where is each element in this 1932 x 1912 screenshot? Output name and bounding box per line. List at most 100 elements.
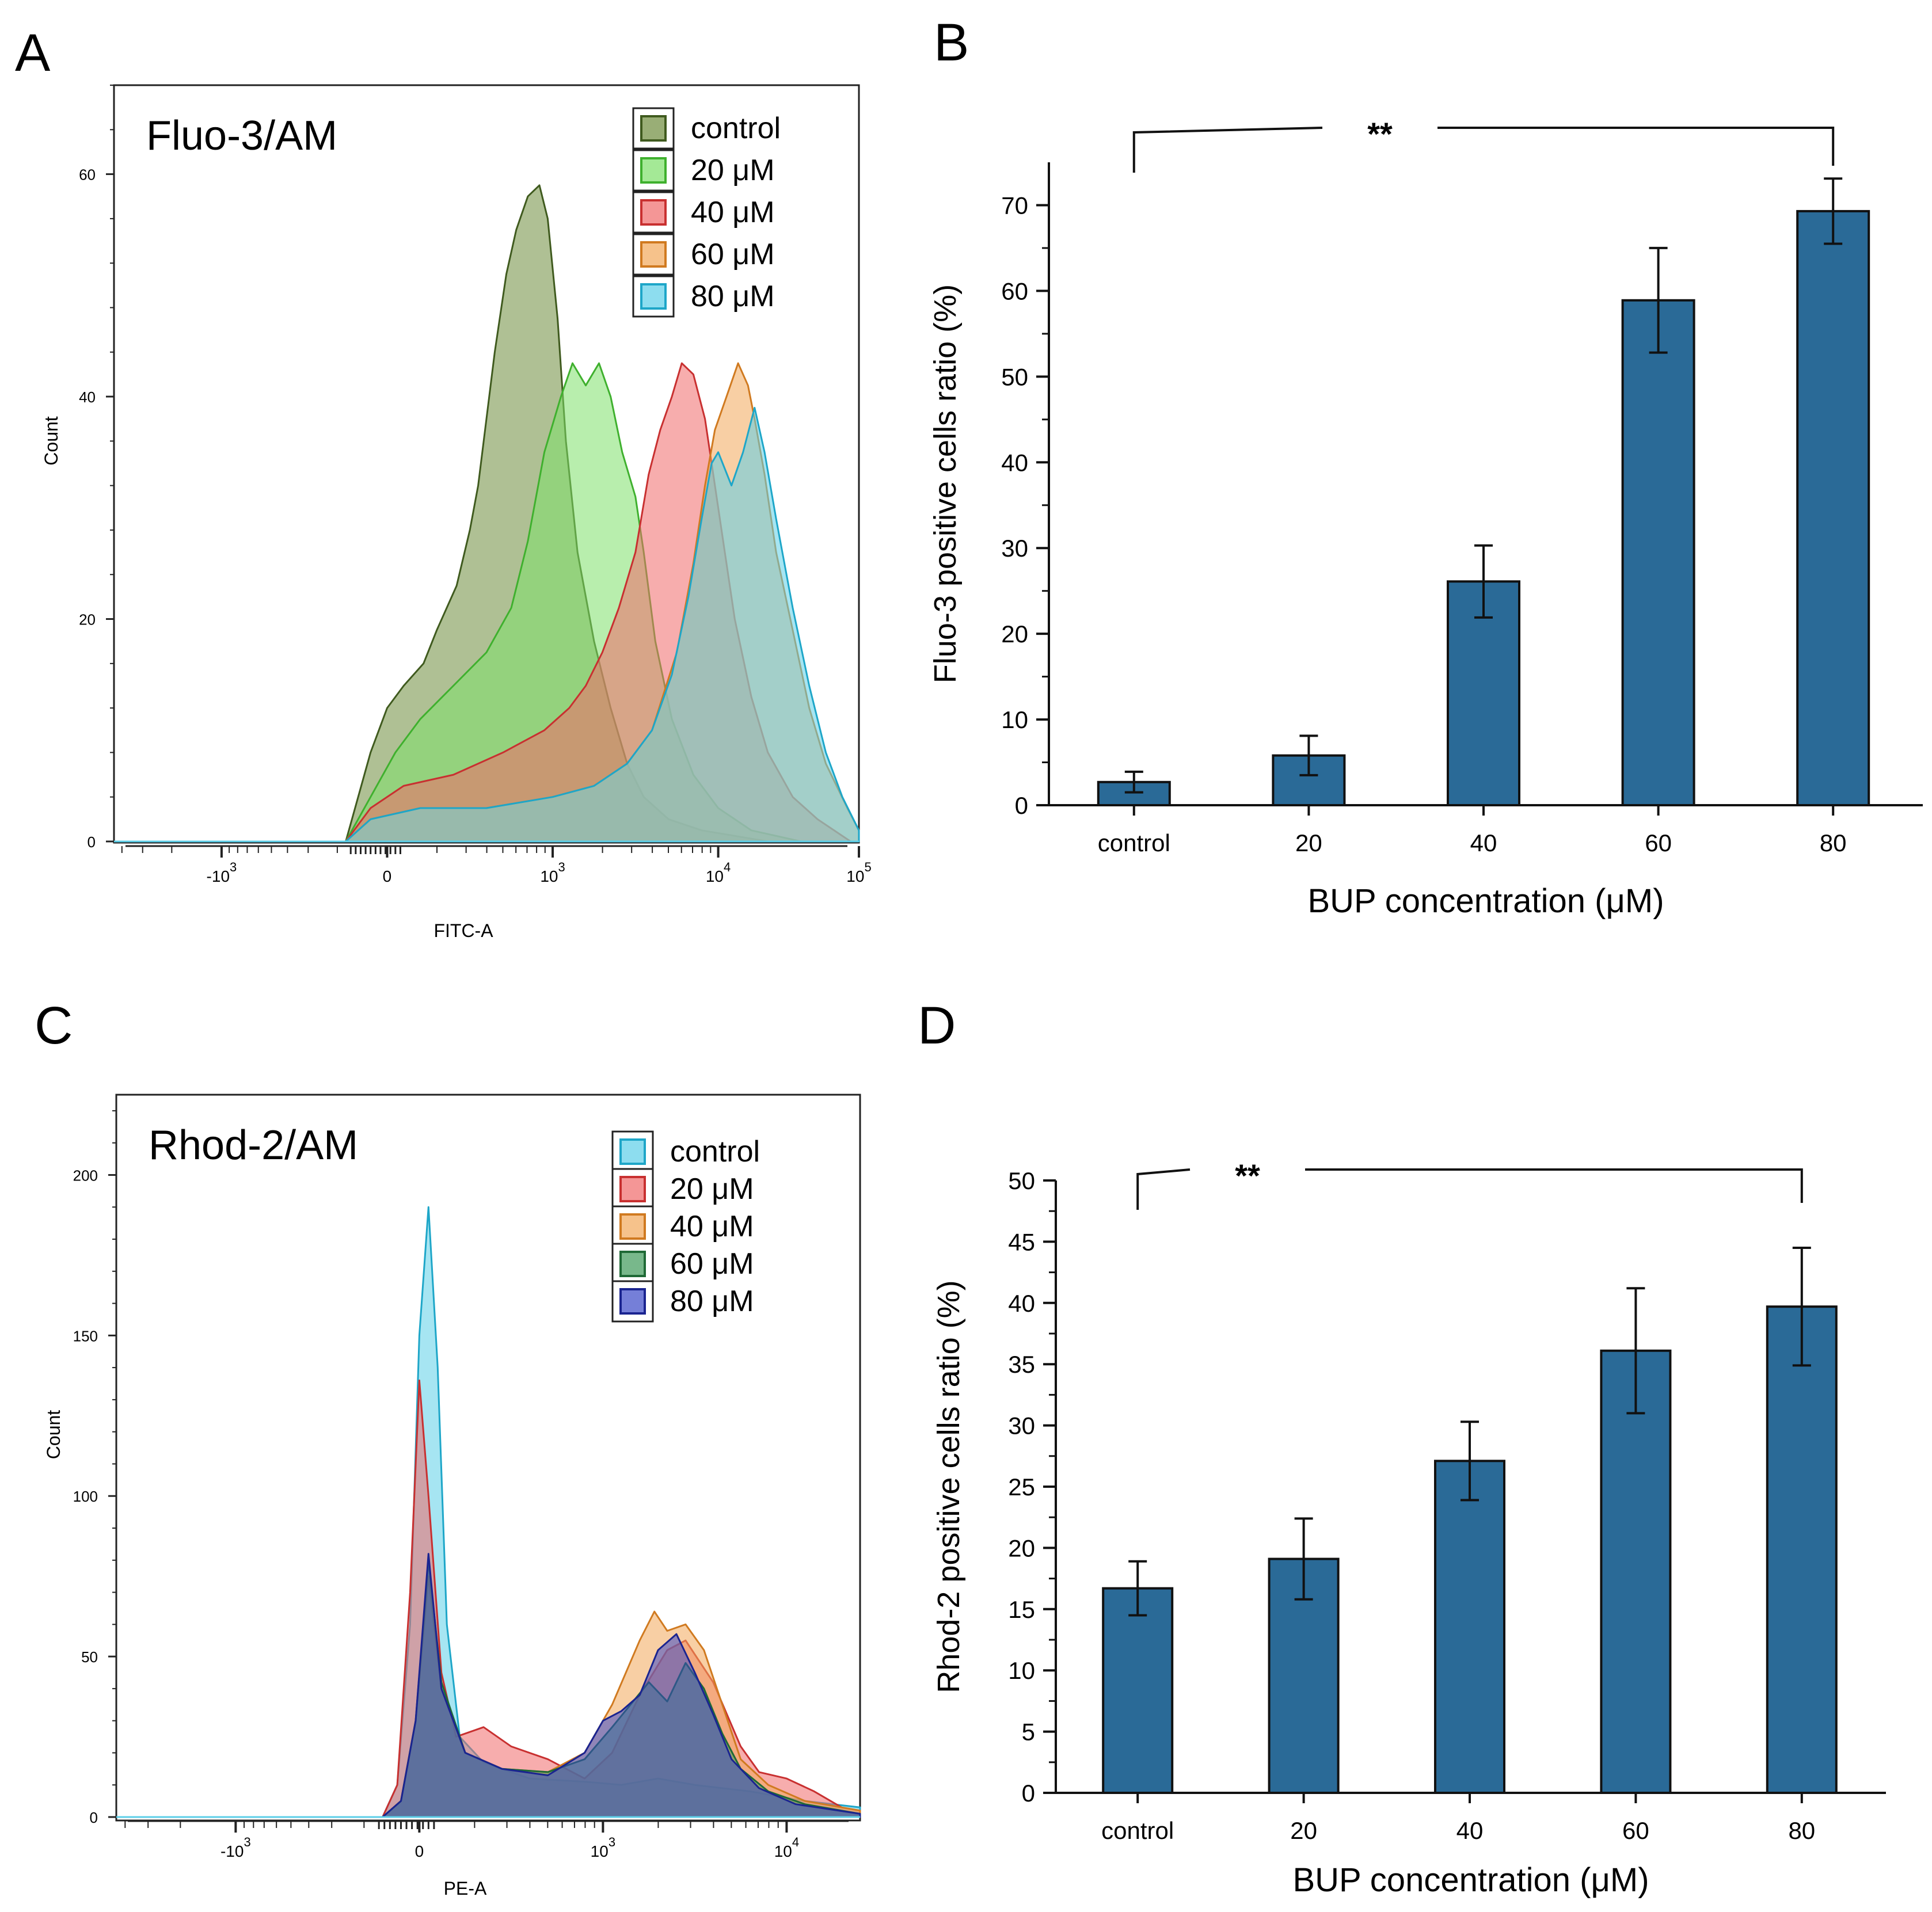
x-tick-exponent: 5 [864,860,871,874]
legend-label-3: 60 μM [691,238,775,271]
x-tick-label-3: 60 [1645,829,1672,856]
legend-swatch-4 [640,283,667,310]
series-area-4 [345,406,860,843]
legend-swatch-4 [619,1288,646,1315]
legend-label-0: control [670,1135,760,1168]
y-tick-label: 40 [1008,1290,1035,1317]
y-tick-label: 100 [73,1488,98,1505]
bar-4 [1766,1305,1838,1795]
bar-2 [1434,1460,1505,1794]
y-axis-label: Count [43,1410,64,1460]
y-tick-label: 150 [73,1327,98,1345]
x-tick-label: 0 [415,1842,424,1860]
legend-swatch-0 [640,115,667,142]
y-tick-label: 70 [1001,192,1028,219]
x-tick-label-4: 80 [1820,829,1847,856]
x-tick-base: 10 [846,867,864,885]
x-tick-label-2: 40 [1470,829,1497,856]
bar-0 [1102,1587,1174,1795]
legend-label-2: 40 μM [691,196,775,229]
y-tick-label: 60 [1001,277,1028,304]
bar-4 [1796,210,1870,807]
x-tick-exponent: 3 [558,860,565,874]
y-tick-label: 200 [73,1167,98,1184]
x-tick-label: 104 [706,860,731,885]
y-tick-label: 30 [1008,1412,1035,1439]
x-axis-label: PE-A [444,1878,487,1899]
x-tick-label: -103 [207,860,237,885]
legend-swatch-3 [619,1251,646,1277]
x-tick-label-3: 60 [1622,1817,1649,1844]
chart-title: Rhod-2/AM [149,1122,358,1168]
significance-label: ** [1235,1157,1260,1194]
legend-label-4: 80 μM [670,1285,754,1318]
panel-letter-c: C [35,996,73,1055]
legend-label-1: 20 μM [691,154,775,187]
y-axis-label: Fluo-3 positive cells ratio (%) [928,284,963,683]
x-tick-label: 0 [383,867,392,885]
x-tick-label-1: 20 [1290,1817,1317,1844]
y-tick-label: 40 [1001,449,1028,476]
legend-label-0: control [691,112,781,145]
x-tick-base: 10 [591,1842,608,1860]
x-tick-exponent: 4 [792,1835,799,1849]
series-group [382,1206,861,1818]
bar-3 [1600,1349,1672,1794]
y-tick-label: 5 [1022,1719,1035,1746]
x-tick-label: 104 [774,1835,799,1860]
y-tick-label: 0 [1022,1780,1035,1807]
bar-chart-fluo3: 0 10 20 30 40 50 60 70 control 20 40 60 80 ** BUP conc… [928,116,1923,920]
significance-bracket-left [1132,127,1323,173]
legend-label-3: 60 μM [670,1247,754,1281]
y-tick-label: 0 [1015,792,1028,819]
legend-label-2: 40 μM [670,1210,754,1243]
x-tick-exponent: 3 [608,1835,615,1849]
y-tick-label: 50 [81,1648,98,1666]
significance-label: ** [1367,116,1393,152]
y-tick-label: 15 [1008,1596,1035,1623]
panel-letter-d: D [918,996,956,1055]
y-tick-label: 20 [1008,1534,1035,1561]
panel-letter-a: A [15,24,51,82]
x-tick-label: 105 [846,860,871,885]
x-tick-label-4: 80 [1788,1817,1815,1844]
y-tick-label: 45 [1008,1228,1035,1255]
y-tick-label: 40 [79,389,96,406]
x-tick-label-1: 20 [1295,829,1322,856]
series-group [345,184,860,843]
y-axis-label: Count [41,416,62,466]
series-area-4 [382,1553,861,1818]
panel-letter-b: B [934,13,969,72]
y-tick-label: 0 [88,833,96,851]
x-tick-exponent: 4 [724,860,731,874]
significance-bracket-right [1305,1168,1803,1203]
y-tick-label: 20 [79,611,96,629]
x-tick-base: 0 [383,867,392,885]
y-tick-label: 10 [1001,706,1028,733]
legend-label-1: 20 μM [670,1172,754,1206]
significance-bracket-left [1136,1168,1191,1210]
y-tick-label: 50 [1008,1167,1035,1194]
x-tick-label: 103 [591,1835,615,1860]
x-tick-base: 10 [540,867,558,885]
legend-swatch-2 [640,199,667,226]
x-axis-label: FITC-A [433,920,493,941]
x-tick-label: -103 [220,1835,251,1860]
x-tick-base: 10 [706,867,724,885]
legend-box-frame [611,1130,654,1173]
y-tick-label: 30 [1001,535,1028,562]
legend-swatch-3 [640,241,667,268]
legend-swatch-1 [640,157,667,184]
x-axis-label: BUP concentration (μM) [1292,1861,1649,1899]
x-tick-exponent: 3 [244,1835,250,1849]
y-tick-label: 10 [1008,1657,1035,1684]
x-tick-label-0: control [1101,1817,1174,1844]
y-tick-label: 35 [1008,1351,1035,1378]
x-tick-base: -10 [207,867,230,885]
plot-frame [115,1094,861,1822]
x-tick-label: 103 [540,860,565,885]
x-tick-base: 0 [415,1842,424,1860]
